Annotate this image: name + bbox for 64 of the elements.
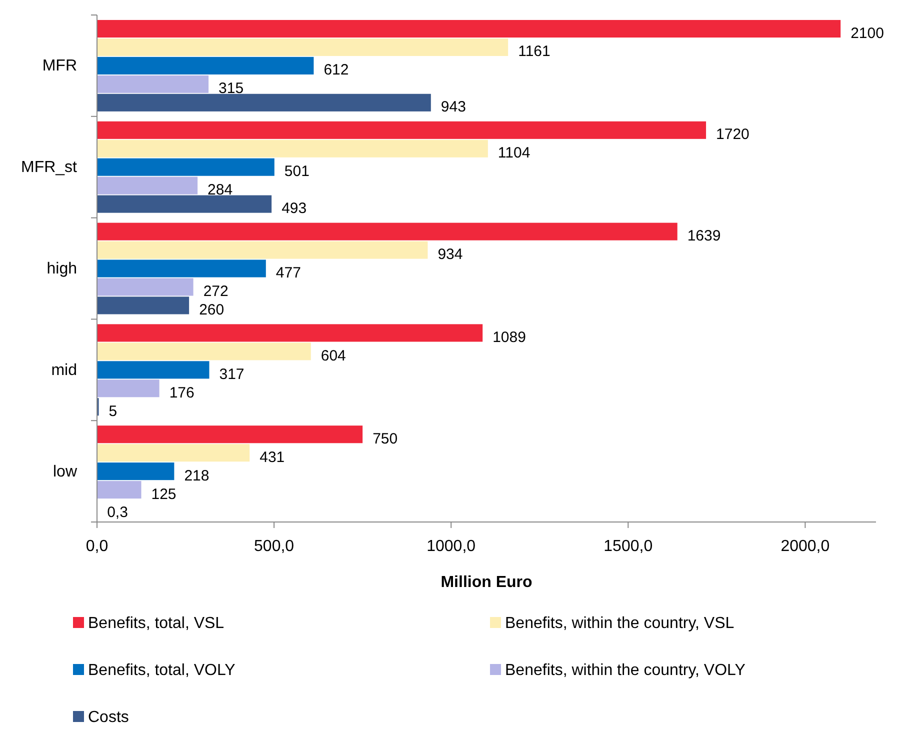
data-label: 934 <box>438 246 463 264</box>
data-label: 477 <box>276 264 301 282</box>
data-label: 284 <box>208 182 233 199</box>
bar <box>97 296 190 314</box>
bar <box>97 361 210 379</box>
data-label: 2100 <box>850 24 884 42</box>
legend-label: Benefits, within the country, VOLY <box>505 662 746 679</box>
x-axis-title: Million Euro <box>440 574 532 591</box>
data-label: 604 <box>320 347 346 364</box>
data-label: 272 <box>203 282 228 300</box>
y-tick-label: MFR <box>42 58 77 75</box>
legend-label: Benefits, within the country, VSL <box>505 615 734 632</box>
y-tick-label: low <box>52 463 78 480</box>
bar <box>97 481 142 499</box>
data-label: 943 <box>440 98 466 116</box>
bar <box>97 176 198 194</box>
bar <box>97 462 174 480</box>
data-label: 612 <box>324 62 349 79</box>
bar <box>97 278 194 296</box>
bar <box>97 140 488 158</box>
bar <box>97 260 266 278</box>
data-label: 501 <box>284 163 310 180</box>
data-label: 5 <box>108 402 118 420</box>
bar <box>97 56 314 74</box>
bar <box>97 195 272 213</box>
data-label: 1089 <box>492 328 526 346</box>
data-label: 218 <box>184 467 210 484</box>
bar <box>97 426 363 444</box>
data-label: 1639 <box>687 228 721 245</box>
x-tick-label: 2000,0 <box>780 538 830 555</box>
data-label: 317 <box>219 366 244 383</box>
x-tick-label: 1000,0 <box>426 538 476 555</box>
bar <box>97 222 678 240</box>
x-tick-label: 1500,0 <box>604 538 653 555</box>
data-label: 176 <box>169 384 194 402</box>
data-label: 1161 <box>518 43 550 60</box>
legend-label: Costs <box>88 709 129 726</box>
data-label: 750 <box>372 430 398 448</box>
bar <box>97 38 508 56</box>
data-label: 0,3 <box>107 504 128 522</box>
bar <box>97 342 311 360</box>
bar <box>97 158 274 176</box>
y-tick-label: MFR_st <box>21 159 78 176</box>
data-label: 1104 <box>498 144 530 162</box>
bar <box>97 20 841 38</box>
bar <box>97 444 250 462</box>
y-tick-label: mid <box>51 362 77 379</box>
data-label: 431 <box>260 448 285 466</box>
legend-label: Benefits, total, VOLY <box>88 662 236 679</box>
bar <box>97 94 431 112</box>
x-tick-label: 500,0 <box>254 538 294 555</box>
data-label: 493 <box>282 200 307 218</box>
legend-label: Benefits, total, VSL <box>88 615 224 632</box>
bar <box>97 324 483 342</box>
bar <box>97 121 706 139</box>
x-tick-label: 0,0 <box>86 538 108 555</box>
data-label: 125 <box>151 486 176 503</box>
y-tick-label: high <box>46 260 77 278</box>
data-label: 260 <box>199 301 224 318</box>
bar <box>97 75 209 93</box>
bar <box>97 380 160 398</box>
data-label: 315 <box>218 80 244 98</box>
data-label: 1720 <box>716 126 750 144</box>
bar <box>97 241 428 259</box>
